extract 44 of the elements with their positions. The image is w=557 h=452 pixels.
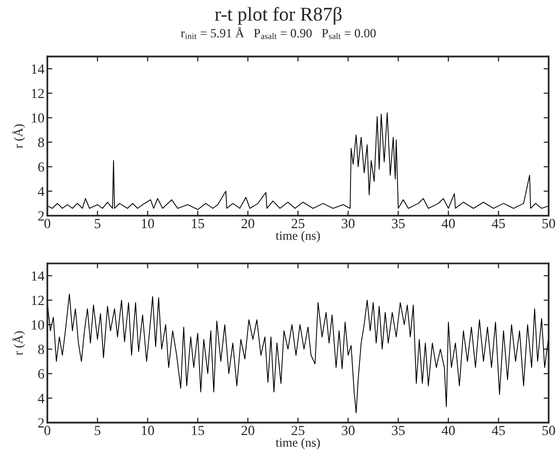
y-tick-label: 2 <box>38 211 44 220</box>
x-tick-label: 10 <box>142 218 154 228</box>
y-tick-label: 6 <box>38 162 44 172</box>
y-tick-label: 8 <box>38 138 44 148</box>
y-tick-label: 6 <box>38 369 44 379</box>
x-tick-label: 40 <box>442 426 455 436</box>
x-tick-label: 35 <box>392 218 405 228</box>
chart-subtitle: r$_{init}$ = 5.91 Å P$_{asalt}$ = 0.90 P$_{salt}$ = 0.00 <box>180 26 376 40</box>
x-tick-label: 10 <box>142 426 154 436</box>
y-axis-title: r (Å) <box>12 124 26 148</box>
x-tick-label: 25 <box>292 218 304 228</box>
y-tick-label: 12 <box>32 296 44 305</box>
x-axis-title: time (ns) <box>276 438 320 450</box>
x-tick-label: 35 <box>392 426 405 436</box>
x-tick-label: 20 <box>242 426 254 436</box>
x-axis-title: time (ns) <box>276 231 320 242</box>
x-tick-label: 40 <box>442 218 455 228</box>
x-tick-label: 5 <box>94 426 100 436</box>
x-tick-label: 30 <box>342 218 355 228</box>
x-tick-label: 45 <box>492 426 505 436</box>
x-tick-label: 0 <box>44 426 50 436</box>
x-tick-label: 15 <box>192 426 204 436</box>
y-tick-label: 4 <box>38 186 44 196</box>
chart-title: r-t plot for R87β <box>215 6 342 25</box>
x-tick-label: 25 <box>292 426 304 436</box>
x-tick-label: 45 <box>492 218 505 228</box>
y-tick-label: 10 <box>32 320 44 330</box>
x-tick-label: 0 <box>44 218 50 228</box>
x-tick-label: 20 <box>242 218 254 228</box>
line-series <box>47 112 549 210</box>
y-axis-title: r (Å) <box>12 331 26 356</box>
x-tick-label: 50 <box>542 426 556 436</box>
y-tick-label: 14 <box>32 271 44 280</box>
y-tick-label: 12 <box>32 88 44 98</box>
y-tick-label: 8 <box>38 344 44 354</box>
line-series <box>47 294 549 414</box>
x-tick-label: 50 <box>542 218 556 228</box>
y-tick-label: 2 <box>38 418 44 428</box>
x-tick-label: 30 <box>342 426 355 436</box>
y-tick-label: 4 <box>38 394 44 403</box>
y-tick-label: 14 <box>32 64 44 74</box>
y-tick-label: 10 <box>32 113 44 123</box>
x-tick-label: 15 <box>192 218 204 228</box>
x-tick-label: 5 <box>94 219 100 228</box>
